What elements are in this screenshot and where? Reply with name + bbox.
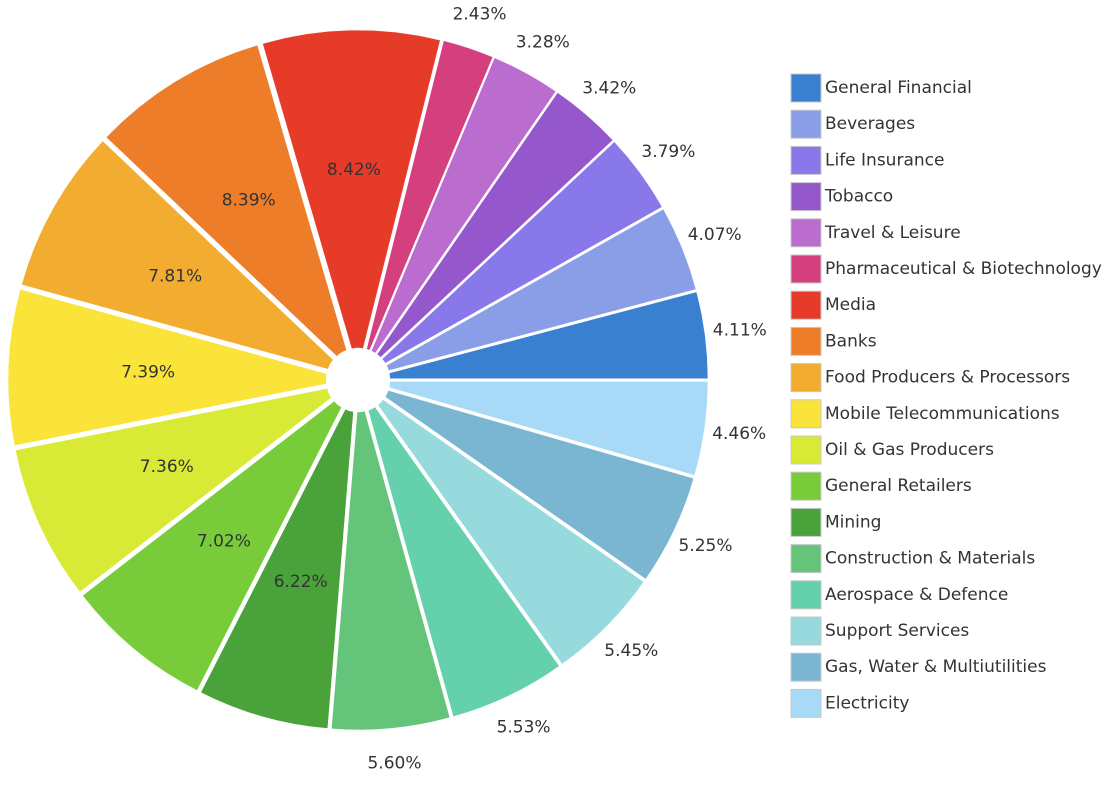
legend-item-general-retailers: General Retailers: [790, 471, 972, 501]
legend-item-beverages: Beverages: [790, 109, 915, 139]
legend-item-mining: Mining: [790, 507, 881, 537]
legend-swatch: [790, 145, 822, 175]
slice-value-label: 5.60%: [367, 753, 421, 773]
legend-label: Mining: [825, 512, 881, 532]
legend-item-pharmaceutical-and-biotechnology: Pharmaceutical & Biotechnology: [790, 254, 1102, 284]
legend-swatch: [790, 544, 822, 574]
legend-item-oil-and-gas-producers: Oil & Gas Producers: [790, 435, 994, 465]
pie-slice-media: [262, 29, 441, 350]
legend-item-tobacco: Tobacco: [790, 182, 893, 212]
pie-slice-labels: 4.11% 4.07% 3.79% 3.42% 3.28% 2.43% 8.42% 8.39%…: [121, 5, 767, 774]
legend-item-banks: Banks: [790, 326, 877, 356]
slice-value-label: 7.02%: [197, 532, 251, 552]
legend-label: Pharmaceutical & Biotechnology: [825, 259, 1102, 279]
legend-item-gas-water-and-multiutilities: Gas, Water & Multiutilities: [790, 652, 1047, 682]
pie-slice-construction-and-materials: [331, 410, 451, 731]
legend-label: Tobacco: [824, 187, 893, 207]
chart-legend: General Financial Beverages Life Insurance…: [790, 73, 1102, 718]
slice-value-label: 4.11%: [713, 320, 767, 340]
legend-label: Banks: [825, 331, 877, 351]
slice-value-label: 7.36%: [140, 457, 194, 477]
slice-value-label: 8.42%: [327, 160, 381, 180]
legend-label: Beverages: [825, 114, 915, 134]
legend-label: General Retailers: [825, 476, 972, 496]
legend-swatch: [790, 688, 822, 718]
legend-swatch: [790, 290, 822, 320]
pie-slice-general-financial: [388, 291, 709, 379]
legend-item-aerospace-and-defence: Aerospace & Defence: [790, 580, 1008, 610]
legend-item-mobile-telecommunications: Mobile Telecommunications: [790, 399, 1060, 429]
legend-swatch: [790, 471, 822, 501]
pie-slices: [7, 29, 709, 731]
pie-slice-mobile-telecommunications: [7, 288, 328, 446]
slice-value-label: 2.43%: [453, 5, 507, 25]
slice-value-label: 7.39%: [121, 362, 175, 382]
legend-swatch: [790, 363, 822, 393]
legend-swatch: [790, 399, 822, 429]
slice-value-label: 3.79%: [641, 142, 695, 162]
legend-swatch: [790, 182, 822, 212]
slice-value-label: 5.53%: [497, 718, 551, 738]
legend-item-food-producers-and-processors: Food Producers & Processors: [790, 363, 1070, 393]
legend-label: Electricity: [825, 693, 909, 713]
legend-item-general-financial: General Financial: [790, 73, 972, 103]
legend-label: Construction & Materials: [825, 549, 1035, 569]
legend-swatch: [790, 218, 822, 248]
legend-item-support-services: Support Services: [790, 616, 969, 646]
legend-swatch: [790, 109, 822, 139]
legend-label: General Financial: [825, 78, 972, 98]
pie-slice-support-services: [377, 399, 645, 665]
legend-swatch: [790, 73, 822, 103]
legend-swatch: [790, 507, 822, 537]
legend-item-travel-and-leisure: Travel & Leisure: [790, 218, 961, 248]
legend-swatch: [790, 652, 822, 682]
slice-value-label: 6.22%: [274, 572, 328, 592]
pie-slice-banks: [105, 44, 347, 357]
legend-label: Support Services: [825, 621, 969, 641]
slice-value-label: 7.81%: [148, 267, 202, 287]
pie-slice-life-insurance: [381, 141, 663, 364]
pie-slice-general-retailers: [82, 400, 342, 691]
legend-label: Food Producers & Processors: [825, 368, 1070, 388]
legend-label: Oil & Gas Producers: [825, 440, 994, 460]
legend-swatch: [790, 326, 822, 356]
pie-slice-beverages: [386, 208, 697, 371]
legend-label: Gas, Water & Multiutilities: [825, 657, 1047, 677]
slice-value-label: 3.42%: [582, 78, 636, 98]
legend-item-construction-and-materials: Construction & Materials: [790, 544, 1035, 574]
legend-label: Mobile Telecommunications: [825, 404, 1060, 424]
pie-slice-pharmaceutical-and-biotechnology: [366, 40, 494, 351]
legend-label: Travel & Leisure: [824, 223, 961, 243]
pie-slice-gas-water-and-multiutilities: [384, 390, 695, 580]
legend-swatch: [790, 580, 822, 610]
legend-item-media: Media: [790, 290, 876, 320]
legend-item-life-insurance: Life Insurance: [790, 145, 944, 175]
slice-value-label: 4.07%: [688, 225, 742, 245]
slice-value-label: 5.45%: [604, 641, 658, 661]
pie-slice-tobacco: [376, 92, 614, 358]
slice-value-label: 4.46%: [712, 424, 766, 444]
pie-slice-oil-and-gas-producers: [15, 388, 332, 593]
slice-value-label: 3.28%: [516, 32, 570, 52]
slice-value-label: 5.25%: [678, 536, 732, 556]
legend-swatch: [790, 435, 822, 465]
legend-item-electricity: Electricity: [790, 688, 909, 718]
pie-slice-mining: [200, 408, 354, 729]
legend-label: Aerospace & Defence: [825, 585, 1008, 605]
slice-value-label: 8.39%: [222, 191, 276, 211]
pie-slice-travel-and-leisure: [370, 57, 557, 354]
pie-slice-electricity: [388, 381, 709, 476]
legend-swatch: [790, 616, 822, 646]
legend-swatch: [790, 254, 822, 284]
pie-slice-food-producers-and-processors: [21, 140, 334, 370]
pie-slice-aerospace-and-defence: [367, 406, 560, 717]
legend-label: Life Insurance: [825, 150, 944, 170]
legend-label: Media: [825, 295, 876, 315]
